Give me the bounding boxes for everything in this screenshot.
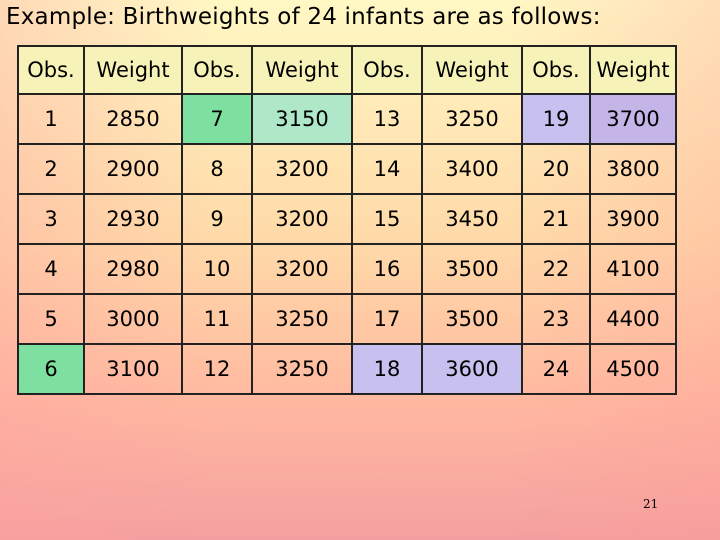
- obs-cell: 8: [181, 143, 253, 195]
- obs-cell: 6: [17, 343, 85, 395]
- weight-cell: 3200: [251, 193, 353, 245]
- obs-cell: 18: [351, 343, 423, 395]
- slide-title: Example: Birthweights of 24 infants are …: [6, 4, 601, 30]
- weight-cell: 3250: [251, 293, 353, 345]
- weight-cell: 3500: [421, 293, 523, 345]
- obs-cell: 13: [351, 93, 423, 145]
- header-cell: Obs.: [521, 45, 591, 95]
- weight-cell: 3500: [421, 243, 523, 295]
- weight-cell: 3400: [421, 143, 523, 195]
- obs-cell: 7: [181, 93, 253, 145]
- obs-cell: 20: [521, 143, 591, 195]
- header-cell: Obs.: [17, 45, 85, 95]
- obs-cell: 3: [17, 193, 85, 245]
- weight-cell: 3250: [421, 93, 523, 145]
- header-cell: Obs.: [351, 45, 423, 95]
- table-header-row: Obs. Weight Obs. Weight Obs. Weight Obs.…: [17, 45, 677, 95]
- weight-cell: 3100: [83, 343, 183, 395]
- obs-cell: 9: [181, 193, 253, 245]
- obs-cell: 22: [521, 243, 591, 295]
- weight-cell: 3450: [421, 193, 523, 245]
- obs-cell: 4: [17, 243, 85, 295]
- table-row: 1 2850 7 3150 13 3250 19 3700: [17, 93, 677, 145]
- weight-cell: 4400: [589, 293, 677, 345]
- weight-cell: 3800: [589, 143, 677, 195]
- table-row: 2 2900 8 3200 14 3400 20 3800: [17, 143, 677, 195]
- obs-cell: 12: [181, 343, 253, 395]
- header-cell: Weight: [589, 45, 677, 95]
- weight-cell: 2850: [83, 93, 183, 145]
- weight-cell: 4500: [589, 343, 677, 395]
- table-row: 5 3000 11 3250 17 3500 23 4400: [17, 293, 677, 345]
- weight-cell: 3250: [251, 343, 353, 395]
- weight-cell: 2980: [83, 243, 183, 295]
- obs-cell: 21: [521, 193, 591, 245]
- obs-cell: 2: [17, 143, 85, 195]
- obs-cell: 10: [181, 243, 253, 295]
- weight-cell: 3700: [589, 93, 677, 145]
- header-cell: Weight: [251, 45, 353, 95]
- header-cell: Weight: [421, 45, 523, 95]
- weight-cell: 2930: [83, 193, 183, 245]
- obs-cell: 15: [351, 193, 423, 245]
- table-row: 4 2980 10 3200 16 3500 22 4100: [17, 243, 677, 295]
- table-row: 6 3100 12 3250 18 3600 24 4500: [17, 343, 677, 395]
- obs-cell: 16: [351, 243, 423, 295]
- weight-cell: 3900: [589, 193, 677, 245]
- weight-cell: 3150: [251, 93, 353, 145]
- obs-cell: 11: [181, 293, 253, 345]
- obs-cell: 23: [521, 293, 591, 345]
- obs-cell: 19: [521, 93, 591, 145]
- obs-cell: 5: [17, 293, 85, 345]
- header-cell: Obs.: [181, 45, 253, 95]
- weight-cell: 3000: [83, 293, 183, 345]
- table-row: 3 2930 9 3200 15 3450 21 3900: [17, 193, 677, 245]
- obs-cell: 14: [351, 143, 423, 195]
- slide-number: 21: [643, 497, 659, 511]
- weight-cell: 2900: [83, 143, 183, 195]
- header-cell: Weight: [83, 45, 183, 95]
- weight-cell: 3200: [251, 143, 353, 195]
- obs-cell: 24: [521, 343, 591, 395]
- birthweight-table: Obs. Weight Obs. Weight Obs. Weight Obs.…: [17, 45, 677, 395]
- weight-cell: 3600: [421, 343, 523, 395]
- weight-cell: 4100: [589, 243, 677, 295]
- weight-cell: 3200: [251, 243, 353, 295]
- obs-cell: 17: [351, 293, 423, 345]
- obs-cell: 1: [17, 93, 85, 145]
